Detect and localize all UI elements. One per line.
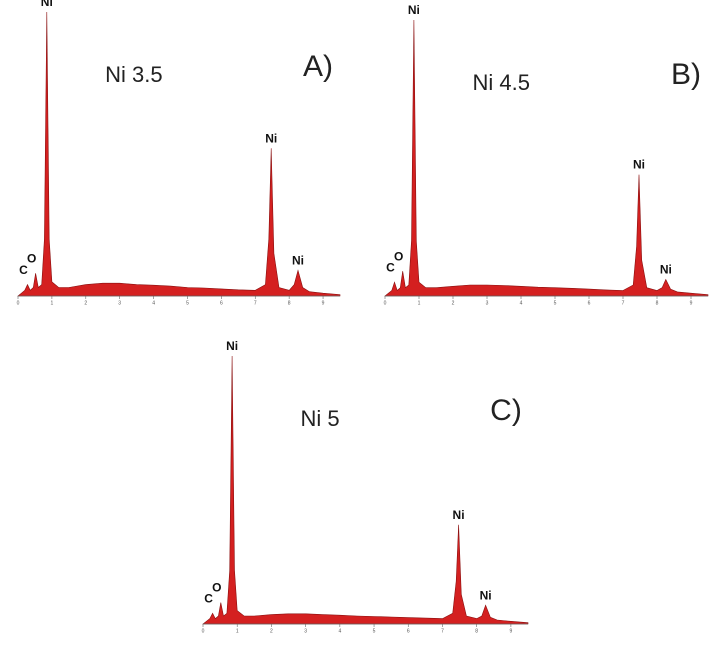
peak-label: Ni: [265, 131, 277, 145]
x-tick-label: 7: [441, 628, 444, 634]
peak-label: O: [212, 581, 221, 595]
peak-label: Ni: [292, 254, 304, 268]
x-tick-label: 8: [288, 300, 291, 306]
x-tick-label: 7: [622, 300, 625, 306]
x-tick-label: 4: [520, 300, 523, 306]
x-tick-label: 9: [690, 300, 693, 306]
panel-title: Ni 5: [300, 406, 339, 431]
x-tick-label: 8: [475, 628, 478, 634]
peak-label: Ni: [453, 508, 465, 522]
x-tick-label: 5: [373, 628, 376, 634]
spectrum-area: [202, 355, 529, 625]
x-tick-label: 4: [338, 628, 341, 634]
x-tick-label: 7: [254, 300, 257, 306]
x-tick-label: 5: [186, 300, 189, 306]
x-tick-label: 2: [84, 300, 87, 306]
x-tick-label: 5: [554, 300, 557, 306]
x-tick-label: 6: [220, 300, 223, 306]
x-tick-label: 0: [17, 300, 20, 306]
peak-label: Ni: [660, 263, 672, 277]
x-tick-label: 9: [322, 300, 325, 306]
peak-label: Ni: [41, 0, 53, 9]
panel-label: B): [671, 58, 701, 91]
x-tick-label: 8: [656, 300, 659, 306]
x-tick-label: 0: [384, 300, 387, 306]
peak-label: Ni: [226, 339, 238, 353]
x-tick-label: 9: [510, 628, 513, 634]
x-tick-label: 3: [304, 628, 307, 634]
panel-title: Ni 3.5: [105, 62, 162, 87]
panel-label: A): [303, 50, 333, 83]
x-tick-label: 6: [588, 300, 591, 306]
x-tick-label: 4: [152, 300, 155, 306]
x-tick-label: 1: [418, 300, 421, 306]
spectrum-area: [17, 11, 341, 297]
x-tick-label: 3: [118, 300, 121, 306]
x-tick-label: 1: [236, 628, 239, 634]
spectrum-area: [384, 19, 709, 297]
peak-label: Ni: [480, 588, 492, 602]
x-tick-label: 3: [486, 300, 489, 306]
peak-label: O: [27, 251, 36, 265]
peak-label: C: [386, 260, 395, 274]
x-tick-label: 6: [407, 628, 410, 634]
peak-label: Ni: [633, 158, 645, 172]
x-tick-label: 1: [51, 300, 54, 306]
x-tick-label: 2: [452, 300, 455, 306]
x-tick-label: 2: [270, 628, 273, 634]
peak-label: O: [394, 249, 403, 263]
panel-label: C): [490, 394, 522, 427]
x-tick-label: 0: [202, 628, 205, 634]
peak-label: Ni: [408, 3, 420, 17]
peak-label: C: [204, 591, 213, 605]
peak-label: C: [19, 263, 28, 277]
panel-title: Ni 4.5: [473, 70, 530, 95]
